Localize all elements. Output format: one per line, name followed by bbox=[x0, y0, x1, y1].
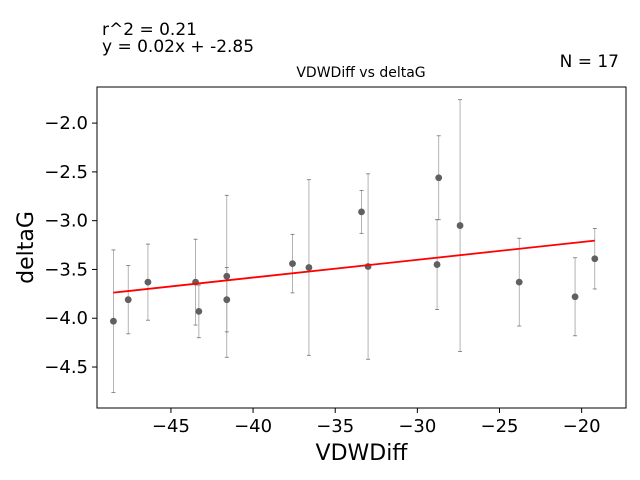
x-tick-label: −20 bbox=[563, 416, 601, 437]
x-tick-label: −35 bbox=[316, 416, 354, 437]
y-tick-label: −4.5 bbox=[44, 357, 88, 378]
errorbar-layer bbox=[111, 99, 597, 393]
data-point bbox=[433, 261, 441, 268]
fit-line-layer bbox=[113, 239, 595, 294]
y-tick-label: −4.0 bbox=[44, 308, 88, 329]
fit-equation-annotation: y = 0.02x + -2.85 bbox=[102, 37, 255, 57]
x-axis-label: VDWDiff bbox=[316, 441, 409, 466]
data-point bbox=[289, 260, 296, 267]
data-point bbox=[456, 222, 464, 229]
point-layer bbox=[110, 174, 599, 325]
y-axis-ticks: −4.5 −4.0 −3.5 −3.0 −2.5 −2.0 bbox=[44, 113, 97, 378]
x-tick-label: −45 bbox=[152, 416, 190, 437]
x-axis-ticks: −45 −40 −35 −30 −25 −20 bbox=[152, 408, 601, 437]
data-point bbox=[144, 278, 152, 286]
y-tick-label: −3.0 bbox=[44, 211, 88, 232]
r-squared-annotation: r^2 = 0.21 bbox=[102, 20, 197, 40]
x-tick-label: −30 bbox=[398, 416, 436, 437]
y-tick-label: −2.5 bbox=[44, 162, 88, 183]
y-tick-label: −2.0 bbox=[44, 113, 88, 134]
data-point bbox=[223, 296, 231, 304]
data-point bbox=[435, 174, 443, 182]
data-point bbox=[305, 264, 313, 271]
data-point bbox=[591, 255, 599, 263]
data-point bbox=[195, 308, 203, 315]
y-tick-label: −3.5 bbox=[44, 259, 88, 280]
data-point bbox=[515, 278, 523, 286]
sample-count-annotation: N = 17 bbox=[559, 52, 619, 72]
chart-title: VDWDiff vs deltaG bbox=[296, 65, 426, 81]
data-point bbox=[571, 293, 579, 301]
y-axis-label: deltaG bbox=[14, 211, 39, 284]
data-point bbox=[124, 296, 132, 304]
plot-frame bbox=[96, 86, 627, 409]
data-point bbox=[358, 208, 365, 216]
data-point bbox=[110, 317, 117, 325]
regression-line bbox=[113, 239, 595, 294]
x-tick-label: −25 bbox=[481, 416, 519, 437]
x-tick-label: −40 bbox=[234, 416, 272, 437]
data-point bbox=[223, 272, 231, 280]
